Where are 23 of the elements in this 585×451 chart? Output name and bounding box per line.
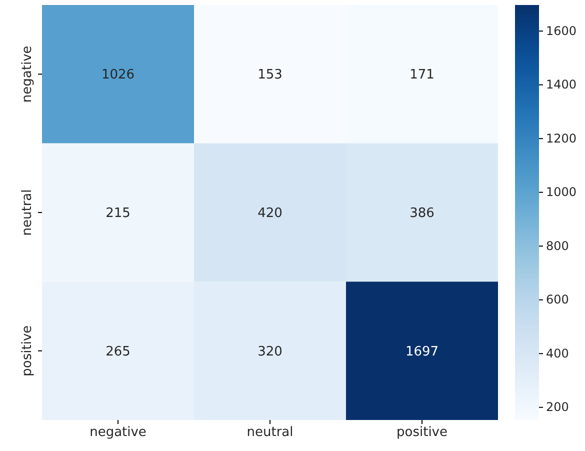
data-label: 1697 (405, 344, 439, 360)
data-label: 420 (258, 206, 282, 222)
y-tick-label: positive (20, 325, 35, 376)
y-tick-label: neutral (20, 189, 35, 236)
color-bar-label: 1000 (546, 185, 577, 200)
x-tick-label: negative (90, 425, 146, 440)
color-bar-label: 600 (546, 292, 569, 307)
data-label: 171 (410, 68, 434, 83)
data-label: 215 (106, 206, 130, 222)
y-tick-label: negative (20, 46, 35, 103)
data-label: 386 (410, 206, 434, 222)
color-bar-label: 200 (546, 400, 569, 414)
color-bar-label: 1600 (546, 24, 577, 38)
color-bar-label: 1400 (546, 78, 577, 92)
data-label: 1026 (101, 68, 135, 83)
data-label: 265 (106, 344, 130, 360)
x-tick-label: positive (396, 425, 448, 440)
color-bar-label: 800 (546, 238, 569, 253)
data-label: 153 (258, 68, 282, 83)
x-tick-label: neutral (246, 425, 294, 440)
color-bar-label: 1200 (546, 131, 577, 146)
color-bar-label: 400 (546, 346, 569, 360)
data-label: 320 (258, 344, 282, 360)
